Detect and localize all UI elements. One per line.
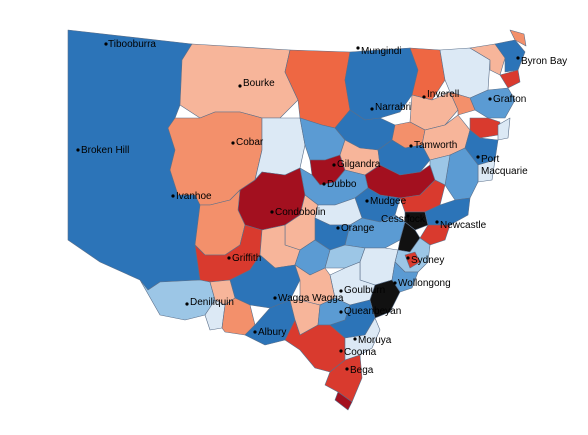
region-mid-coast xyxy=(444,147,479,201)
town-label-broken-hill: Broken Hill xyxy=(81,145,129,156)
town-label-wollongong: Wollongong xyxy=(398,278,451,289)
town-dot-cessnock xyxy=(406,214,410,218)
town-label-cobar: Cobar xyxy=(236,137,264,148)
region-clarence xyxy=(469,87,516,119)
town-dot-gilgandra xyxy=(332,163,336,167)
town-dot-sydney xyxy=(406,256,410,260)
town-dot-goulburn xyxy=(339,289,343,293)
region-ballina xyxy=(499,69,521,89)
town-label-tibooburra: Tibooburra xyxy=(108,39,156,50)
town-label-sydney: Sydney xyxy=(411,255,444,266)
region-bellingen xyxy=(497,117,511,141)
town-dot-ivanhoe xyxy=(171,194,175,198)
town-dot-inverell xyxy=(422,95,426,99)
region-glen-innes xyxy=(449,91,476,116)
town-dot-tamworth xyxy=(409,144,413,148)
town-dot-newcastle xyxy=(435,220,439,224)
town-label-grafton: Grafton xyxy=(493,94,526,105)
town-dot-orange xyxy=(336,226,340,230)
town-dot-wagga-wagga xyxy=(273,296,277,300)
town-label-port-macquarie-1: Port xyxy=(481,154,500,165)
town-label-cessnock: Cessnock xyxy=(381,214,426,225)
region-tweed xyxy=(509,29,527,47)
town-label-gilgandra: Gilgandra xyxy=(337,159,381,170)
town-dot-dubbo xyxy=(322,182,326,186)
town-label-bega: Bega xyxy=(350,365,374,376)
town-dot-grafton xyxy=(488,97,492,101)
town-dot-moruya xyxy=(353,337,357,341)
town-label-goulburn: Goulburn xyxy=(344,285,385,296)
town-dot-mungindi xyxy=(356,46,360,50)
town-label-condobolin: Condobolin xyxy=(275,207,326,218)
town-label-deniliquin: Deniliquin xyxy=(190,297,234,308)
town-label-tamworth: Tamworth xyxy=(414,140,457,151)
town-label-moruya: Moruya xyxy=(358,335,392,346)
town-dot-narrabri xyxy=(370,107,374,111)
town-label-orange: Orange xyxy=(341,223,375,234)
region-newcastle xyxy=(424,197,471,226)
town-dot-broken-hill xyxy=(76,148,80,152)
town-dot-queanbeyan xyxy=(339,310,343,314)
town-dot-mudgee xyxy=(365,199,369,203)
town-dot-wollongong xyxy=(393,281,397,285)
town-label-inverell: Inverell xyxy=(427,89,459,100)
town-label-albury: Albury xyxy=(258,327,286,338)
town-label-narrabri: Narrabri xyxy=(375,102,411,113)
town-label-bourke: Bourke xyxy=(243,78,275,89)
town-label-port-macquarie-2: Macquarie xyxy=(481,166,528,177)
town-label-ivanhoe: Ivanhoe xyxy=(176,191,212,202)
region-bega xyxy=(324,354,363,403)
town-label-wagga-wagga: Wagga Wagga xyxy=(278,293,344,304)
town-dot-tibooburra xyxy=(104,42,108,46)
town-label-byron-bay: Byron Bay xyxy=(521,56,567,67)
region-lake-macquarie xyxy=(419,224,451,246)
town-dot-port-macquarie-1 xyxy=(476,155,480,159)
region-bega-south xyxy=(334,391,353,411)
town-markers: Tibooburra Bourke Mungindi Byron Bay Inverel… xyxy=(76,39,567,376)
town-label-cooma: Cooma xyxy=(344,347,377,358)
town-dot-griffith xyxy=(227,256,231,260)
town-dot-deniliquin xyxy=(185,302,189,306)
town-label-mungindi: Mungindi xyxy=(361,46,402,57)
town-dot-bega xyxy=(345,367,349,371)
town-dot-cooma xyxy=(339,349,343,353)
town-dot-byron-bay xyxy=(516,56,520,60)
town-label-dubbo: Dubbo xyxy=(327,179,357,190)
regions xyxy=(67,29,527,411)
town-label-queanbeyan: Queanbeyan xyxy=(344,306,401,317)
region-sydney-core xyxy=(404,251,421,269)
town-label-newcastle: Newcastle xyxy=(440,220,487,231)
town-label-griffith: Griffith xyxy=(232,253,261,264)
town-dot-albury xyxy=(253,330,257,334)
town-dot-condobolin xyxy=(270,210,274,214)
region-walgett xyxy=(284,49,351,129)
town-label-mudgee: Mudgee xyxy=(370,196,407,207)
region-bourke xyxy=(179,43,299,119)
town-dot-bourke xyxy=(238,84,242,88)
region-cessnock xyxy=(404,211,429,231)
town-dot-cobar xyxy=(231,141,235,145)
